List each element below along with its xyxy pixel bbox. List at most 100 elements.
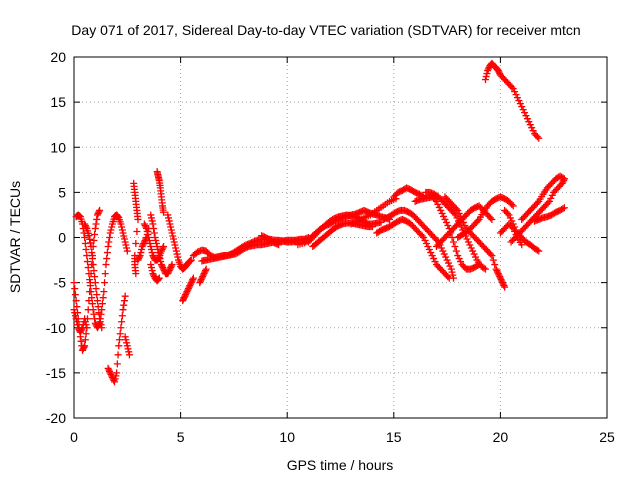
data-points (70, 59, 568, 386)
data-point (167, 226, 175, 234)
data-point (559, 205, 567, 213)
data-point (180, 294, 188, 302)
series-arc-ak (531, 204, 568, 225)
data-point (461, 221, 469, 229)
data-point (483, 70, 491, 78)
data-point (122, 336, 130, 344)
data-point (157, 261, 165, 269)
data-point (87, 243, 95, 251)
data-point (134, 215, 142, 223)
data-point (434, 200, 442, 208)
data-point (522, 112, 530, 120)
data-point (149, 252, 157, 260)
data-point (168, 261, 176, 269)
data-point (86, 235, 94, 243)
data-point (93, 297, 101, 305)
x-tick-label: 15 (386, 429, 402, 445)
data-point (150, 224, 158, 232)
data-point (72, 297, 80, 305)
axis-ticks: 0 5 10 15 20 25 -20 -15 -10 -5 0 5 10 15 20 (46, 49, 615, 445)
data-point (112, 372, 120, 380)
data-point (431, 258, 439, 266)
data-point (119, 229, 127, 237)
data-point (84, 258, 92, 266)
data-point (499, 280, 507, 288)
data-point (84, 264, 92, 272)
data-point (508, 83, 516, 91)
data-point (425, 246, 433, 254)
data-point (140, 220, 148, 228)
data-point (115, 336, 123, 344)
y-tick-label: 5 (58, 184, 66, 200)
data-point (135, 253, 143, 261)
data-point (145, 234, 153, 241)
data-point (88, 255, 96, 263)
data-point (149, 220, 157, 228)
data-point (133, 227, 141, 235)
data-point (484, 65, 492, 73)
data-point (106, 367, 114, 375)
data-point (114, 213, 122, 221)
data-point (518, 103, 526, 111)
series-arc-w (347, 195, 400, 228)
data-point (424, 243, 432, 251)
data-point (184, 285, 192, 293)
data-point (173, 250, 181, 258)
data-point (533, 133, 541, 141)
data-point (420, 234, 428, 241)
data-point (91, 279, 99, 287)
data-point (169, 235, 177, 243)
data-point (516, 100, 524, 108)
data-point (560, 204, 568, 212)
data-point (529, 127, 537, 135)
data-point (188, 277, 196, 285)
data-point (91, 273, 99, 281)
data-point (86, 276, 94, 284)
series-arc-af (481, 59, 543, 142)
data-point (117, 220, 125, 228)
data-point (548, 191, 556, 199)
data-point (484, 67, 492, 75)
data-point (160, 243, 168, 251)
data-point (187, 279, 195, 287)
data-point (124, 345, 132, 353)
data-point (132, 270, 140, 278)
data-point (187, 280, 195, 288)
data-point (486, 250, 494, 258)
data-point (88, 249, 96, 257)
data-point (179, 297, 187, 305)
data-point (444, 221, 452, 229)
data-point (526, 121, 534, 129)
data-point (77, 327, 85, 335)
data-point (201, 267, 209, 275)
data-point (560, 175, 568, 183)
y-tick-label: -10 (46, 320, 66, 336)
data-point (495, 68, 503, 76)
data-point (101, 270, 109, 278)
data-point (494, 268, 502, 276)
data-point (98, 324, 106, 332)
data-point (171, 241, 179, 249)
series-arc-h (130, 179, 142, 278)
data-point (122, 241, 130, 249)
data-point (160, 265, 168, 273)
series-arc-aj (518, 172, 568, 223)
data-point (439, 247, 447, 255)
data-point (85, 270, 93, 278)
data-point (196, 279, 204, 287)
data-point (432, 197, 440, 205)
data-point (106, 234, 114, 241)
data-point (442, 218, 450, 226)
data-point (89, 261, 97, 269)
data-point (167, 223, 175, 231)
data-point (428, 252, 436, 260)
data-point (431, 196, 439, 204)
data-point (457, 223, 465, 231)
data-point (108, 223, 116, 231)
data-point (125, 351, 133, 359)
data-point (463, 235, 471, 243)
data-point (86, 239, 94, 247)
data-point (489, 256, 497, 264)
data-point (149, 270, 157, 278)
data-point (92, 220, 100, 228)
